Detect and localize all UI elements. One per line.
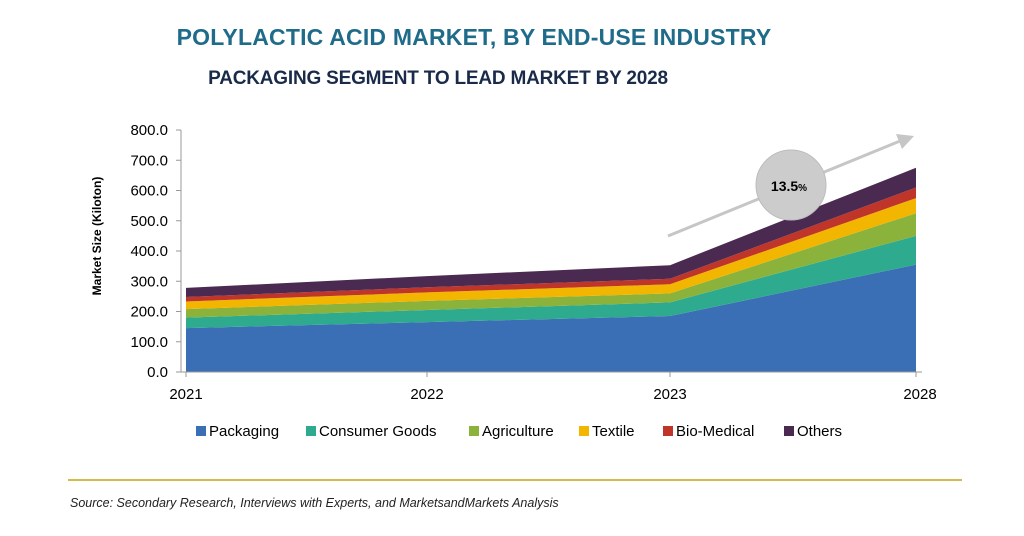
y-tick-label: 500.0	[130, 213, 168, 230]
legend-swatch-agriculture	[469, 426, 479, 436]
growth-circle	[755, 149, 827, 221]
y-tick-label: 0.0	[147, 364, 168, 381]
y-tick-label: 200.0	[130, 304, 168, 321]
x-tick-label: 2023	[653, 386, 686, 403]
chart-subtitle: PACKAGING SEGMENT TO LEAD MARKET BY 2028	[208, 68, 668, 89]
y-tick-label: 700.0	[130, 152, 168, 169]
area-bio-medical	[186, 187, 916, 302]
legend-label-agriculture: Agriculture	[482, 423, 554, 440]
area-textile	[186, 198, 916, 310]
growth-arrow-head	[896, 134, 914, 149]
area-others	[186, 167, 916, 297]
y-tick-label: 800.0	[130, 122, 168, 139]
axes: 0.0 100.0 200.0 300.0 400.0 500.0 600.0 700.0 80…	[90, 122, 937, 403]
chart-title: POLYLACTIC ACID MARKET, BY END-USE INDUS…	[176, 24, 772, 50]
legend-swatch-bio-medical	[663, 426, 673, 436]
area-packaging	[186, 264, 916, 372]
x-tick-label: 2022	[410, 386, 443, 403]
growth-callout: 13.5%	[667, 134, 914, 238]
legend-swatch-packaging	[196, 426, 206, 436]
y-axis-label: Market Size (Kiloton)	[90, 177, 104, 296]
legend-label-others: Others	[797, 423, 842, 440]
y-tick-label: 300.0	[130, 273, 168, 290]
legend: Packaging Consumer Goods Agriculture Textil…	[196, 423, 842, 440]
area-agriculture	[186, 213, 916, 318]
legend-swatch-others	[784, 426, 794, 436]
legend-label-packaging: Packaging	[209, 423, 279, 440]
legend-swatch-consumer-goods	[306, 426, 316, 436]
growth-rate-label: 13.5%	[771, 178, 807, 194]
y-tick-label: 400.0	[130, 243, 168, 260]
stacked-area-chart: 0.0 100.0 200.0 300.0 400.0 500.0 600.0 700.0 80…	[90, 122, 937, 440]
y-tick-label: 100.0	[130, 334, 168, 351]
legend-label-bio-medical: Bio-Medical	[676, 423, 754, 440]
source-note: Source: Secondary Research, Interviews w…	[70, 496, 559, 510]
legend-label-textile: Textile	[592, 423, 635, 440]
area-consumer-goods	[186, 235, 916, 329]
legend-label-consumer-goods: Consumer Goods	[319, 423, 437, 440]
legend-swatch-textile	[579, 426, 589, 436]
x-tick-label: 2028	[903, 386, 936, 403]
x-tick-label: 2021	[169, 386, 202, 403]
divider-line	[68, 479, 962, 481]
area-layers	[186, 167, 916, 372]
y-tick-label: 600.0	[130, 183, 168, 200]
